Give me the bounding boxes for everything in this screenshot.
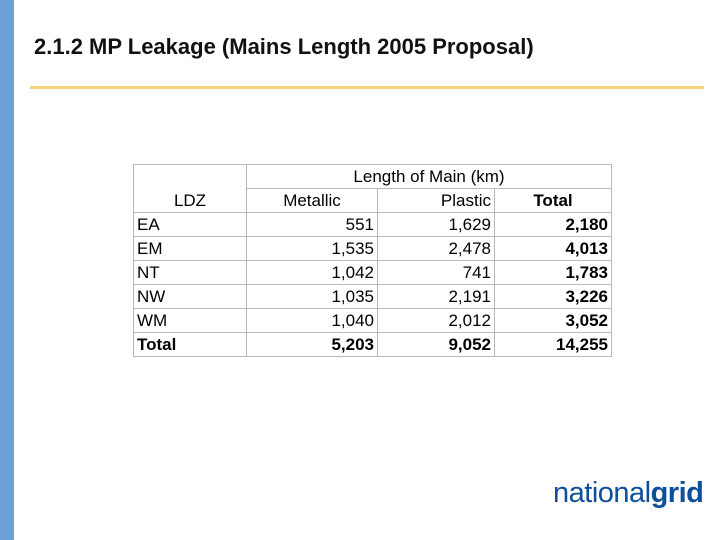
cell-metallic: 1,040	[246, 308, 378, 333]
table-row: NT 1,042 741 1,783	[133, 260, 612, 285]
cell-total: 14,255	[494, 332, 612, 357]
mains-length-table: LDZ Length of Main (km) Metallic Plastic…	[133, 164, 612, 357]
slide-title: 2.1.2 MP Leakage (Mains Length 2005 Prop…	[34, 34, 534, 59]
cell-plastic: 741	[377, 260, 495, 285]
cell-ldz: NW	[133, 284, 247, 309]
header-metallic: Metallic	[246, 188, 378, 213]
cell-metallic: 1,535	[246, 236, 378, 261]
cell-plastic: 2,012	[377, 308, 495, 333]
cell-plastic: 2,478	[377, 236, 495, 261]
cell-total: 3,052	[494, 308, 612, 333]
cell-metallic: 1,035	[246, 284, 378, 309]
logo-text-grid: grid	[650, 477, 704, 509]
cell-plastic: 1,629	[377, 212, 495, 237]
header-ldz: LDZ	[133, 164, 247, 213]
title-underline	[30, 86, 704, 89]
table-row: EM 1,535 2,478 4,013	[133, 236, 612, 261]
cell-plastic: 2,191	[377, 284, 495, 309]
cell-total: 1,783	[494, 260, 612, 285]
cell-ldz: Total	[133, 332, 247, 357]
left-accent-bar	[0, 0, 14, 540]
table-row: WM 1,040 2,012 3,052	[133, 308, 612, 333]
table-header-row-1: LDZ Length of Main (km)	[133, 164, 612, 213]
cell-plastic: 9,052	[377, 332, 495, 357]
table-row: NW 1,035 2,191 3,226	[133, 284, 612, 309]
cell-metallic: 1,042	[246, 260, 378, 285]
cell-total: 3,226	[494, 284, 612, 309]
header-total: Total	[494, 188, 612, 213]
cell-total: 4,013	[494, 236, 612, 261]
cell-metallic: 551	[246, 212, 378, 237]
header-length-of-main: Length of Main (km)	[246, 164, 612, 189]
table-header-row-2: Metallic Plastic Total	[134, 188, 612, 213]
logo-text-national: national	[553, 477, 651, 509]
cell-ldz: EM	[133, 236, 247, 261]
cell-total: 2,180	[494, 212, 612, 237]
cell-ldz: NT	[133, 260, 247, 285]
national-grid-logo: nationalgrid	[553, 477, 704, 509]
cell-ldz: EA	[133, 212, 247, 237]
cell-ldz: WM	[133, 308, 247, 333]
table-row: EA 551 1,629 2,180	[133, 212, 612, 237]
header-plastic: Plastic	[377, 188, 495, 213]
cell-metallic: 5,203	[246, 332, 378, 357]
table-total-row: Total 5,203 9,052 14,255	[133, 332, 612, 357]
